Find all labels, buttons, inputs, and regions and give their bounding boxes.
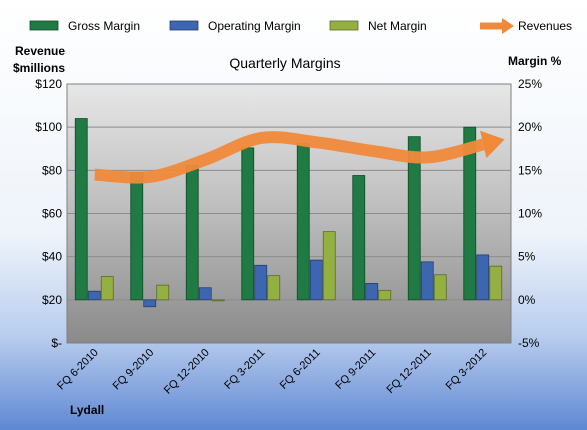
left-axis-label-line2: $millions xyxy=(13,61,65,75)
bar-gross-margin xyxy=(74,118,88,301)
bar-gross-margin xyxy=(296,143,310,301)
bar-net-margin xyxy=(211,299,225,302)
bar-operating-margin xyxy=(476,254,490,301)
right-tick-label: 10% xyxy=(518,207,542,221)
bar-operating-margin xyxy=(198,287,212,301)
left-tick-label: $20 xyxy=(42,293,62,307)
bar-gross-margin xyxy=(241,147,255,301)
legend-arrowhead xyxy=(502,18,514,34)
bar-gross-margin xyxy=(352,175,366,301)
bar-gross-margin xyxy=(185,164,199,301)
bar-net-margin xyxy=(156,284,170,301)
left-axis-label-line1: Revenue xyxy=(15,44,65,58)
bar-gross-margin xyxy=(130,171,144,301)
bar-gross-margin xyxy=(407,136,421,301)
right-tick-label: 15% xyxy=(518,163,542,177)
right-tick-label: 20% xyxy=(518,120,542,134)
bar-net-margin xyxy=(433,274,447,301)
left-tick-label: $40 xyxy=(42,250,62,264)
left-tick-label: $100 xyxy=(35,120,62,134)
legend-label: Net Margin xyxy=(368,19,427,33)
chart-title: Quarterly Margins xyxy=(229,55,340,71)
bar-gross-margin xyxy=(463,126,477,301)
bar-operating-margin xyxy=(309,259,323,301)
left-tick-label: $120 xyxy=(35,77,62,91)
bar-operating-margin xyxy=(87,290,101,301)
bar-net-margin xyxy=(378,289,392,301)
right-tick-label: 25% xyxy=(518,77,542,91)
legend-label: Revenues xyxy=(518,19,572,33)
bar-net-margin xyxy=(267,275,281,301)
right-tick-label: 0% xyxy=(518,293,536,307)
left-tick-label: $- xyxy=(51,336,62,350)
bar-operating-margin xyxy=(420,261,434,301)
bar-operating-margin xyxy=(254,264,268,301)
bar-operating-margin xyxy=(143,299,157,308)
legend-label: Gross Margin xyxy=(68,19,140,33)
legend-swatch xyxy=(29,20,59,31)
revenues-line xyxy=(94,131,485,184)
legend-swatch xyxy=(329,20,359,31)
legend-label: Operating Margin xyxy=(208,19,301,33)
footer-label: Lydall xyxy=(70,403,104,417)
right-axis-label: Margin % xyxy=(508,54,562,68)
right-tick-label: 5% xyxy=(518,250,536,264)
revenues-arrowhead xyxy=(480,130,505,159)
bar-net-margin xyxy=(489,265,503,301)
plot-border xyxy=(66,83,512,344)
right-tick-label: -5% xyxy=(518,336,540,350)
bar-net-margin xyxy=(100,276,114,301)
bar-operating-margin xyxy=(365,283,379,301)
left-tick-label: $60 xyxy=(42,207,62,221)
bar-net-margin xyxy=(322,231,336,301)
legend-swatch xyxy=(169,20,199,31)
left-tick-label: $80 xyxy=(42,163,62,177)
